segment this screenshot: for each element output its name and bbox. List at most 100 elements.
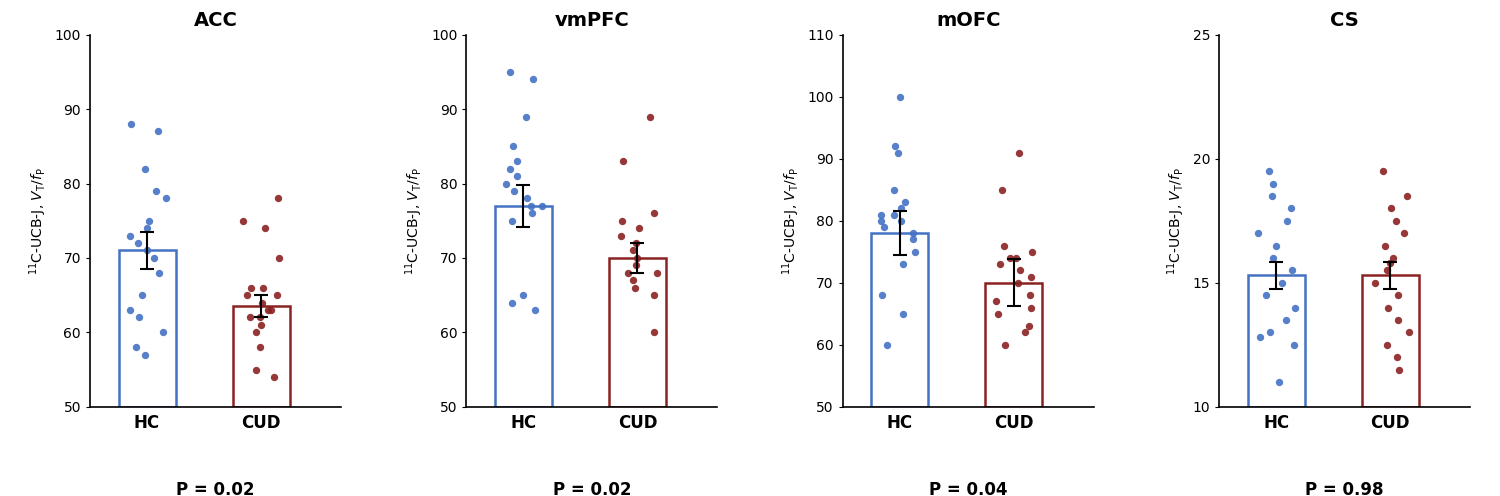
Point: [986, 310, 1010, 317]
Point: [1274, 316, 1298, 324]
Point: [1374, 242, 1398, 249]
Point: [1376, 341, 1400, 349]
Point: [519, 202, 543, 210]
Point: [118, 120, 142, 128]
Point: [882, 142, 906, 150]
Point: [516, 194, 540, 202]
Point: [1371, 167, 1395, 175]
Point: [870, 291, 894, 299]
Point: [1282, 341, 1306, 349]
Title: ACC: ACC: [194, 11, 237, 30]
Point: [147, 269, 171, 277]
Point: [624, 261, 648, 269]
Bar: [1362, 275, 1419, 407]
Point: [144, 187, 168, 195]
Text: P = 0.02: P = 0.02: [552, 481, 632, 496]
Point: [506, 157, 530, 165]
Point: [135, 224, 159, 232]
Point: [266, 291, 290, 299]
Point: [1260, 192, 1284, 200]
Point: [988, 260, 1012, 268]
Point: [891, 310, 915, 317]
Point: [645, 269, 669, 277]
Point: [118, 306, 142, 314]
Point: [514, 113, 538, 121]
Point: [251, 299, 274, 307]
Bar: [871, 233, 928, 407]
Point: [1392, 229, 1416, 237]
Point: [1386, 366, 1410, 373]
Point: [238, 284, 262, 292]
Point: [236, 291, 260, 299]
Bar: [495, 206, 552, 407]
Point: [1019, 273, 1042, 281]
Point: [530, 202, 554, 210]
Point: [1275, 217, 1299, 225]
Point: [249, 321, 273, 329]
Point: [868, 210, 892, 218]
Point: [1384, 353, 1408, 361]
Point: [1258, 328, 1282, 336]
Point: [876, 341, 900, 349]
Point: [627, 224, 651, 232]
Point: [130, 291, 154, 299]
Point: [498, 68, 522, 76]
Point: [522, 75, 546, 83]
Point: [990, 186, 1014, 193]
Point: [1386, 291, 1410, 299]
Title: mOFC: mOFC: [936, 11, 1000, 30]
Point: [244, 328, 268, 336]
Point: [500, 299, 523, 307]
Point: [609, 232, 633, 240]
Bar: [232, 306, 290, 407]
Point: [621, 276, 645, 284]
Point: [135, 247, 159, 254]
Point: [153, 194, 177, 202]
Point: [1268, 378, 1292, 386]
Title: vmPFC: vmPFC: [555, 11, 628, 30]
Point: [132, 165, 156, 173]
Point: [262, 373, 286, 381]
Point: [984, 297, 1008, 305]
Point: [134, 351, 158, 359]
Point: [642, 209, 666, 217]
Point: [237, 313, 261, 321]
Point: [891, 260, 915, 268]
Point: [890, 217, 914, 225]
Point: [616, 269, 640, 277]
Point: [642, 328, 666, 336]
Point: [1008, 266, 1032, 274]
Point: [609, 217, 633, 225]
Point: [1007, 279, 1031, 287]
Point: [1280, 266, 1304, 274]
Y-axis label: $^{11}$C-UCB-J, $V_\mathrm{T}$/$f_\mathrm{P}$: $^{11}$C-UCB-J, $V_\mathrm{T}$/$f_\mathr…: [1166, 167, 1186, 275]
Point: [903, 248, 927, 256]
Point: [882, 186, 906, 193]
Text: P = 0.98: P = 0.98: [1305, 481, 1384, 496]
Point: [1020, 248, 1044, 256]
Point: [870, 217, 894, 225]
Point: [248, 343, 272, 351]
Point: [1284, 304, 1308, 311]
Point: [885, 148, 909, 156]
Point: [1263, 242, 1287, 249]
Point: [626, 254, 650, 262]
Point: [267, 254, 291, 262]
Point: [1380, 254, 1404, 262]
Point: [494, 180, 517, 187]
Point: [1257, 167, 1281, 175]
Point: [1395, 192, 1419, 200]
Point: [260, 306, 284, 314]
Point: [1280, 204, 1304, 212]
Point: [118, 232, 142, 240]
Point: [1262, 180, 1286, 187]
Y-axis label: $^{11}$C-UCB-J, $V_\mathrm{T}$/$f_\mathrm{P}$: $^{11}$C-UCB-J, $V_\mathrm{T}$/$f_\mathr…: [404, 167, 426, 275]
Point: [128, 313, 152, 321]
Point: [1019, 291, 1042, 299]
Point: [1262, 254, 1286, 262]
Point: [642, 291, 666, 299]
Bar: [1248, 275, 1305, 407]
Y-axis label: $^{11}$C-UCB-J, $V_\mathrm{T}$/$f_\mathrm{P}$: $^{11}$C-UCB-J, $V_\mathrm{T}$/$f_\mathr…: [27, 167, 50, 275]
Point: [136, 217, 160, 225]
Point: [1254, 291, 1278, 299]
